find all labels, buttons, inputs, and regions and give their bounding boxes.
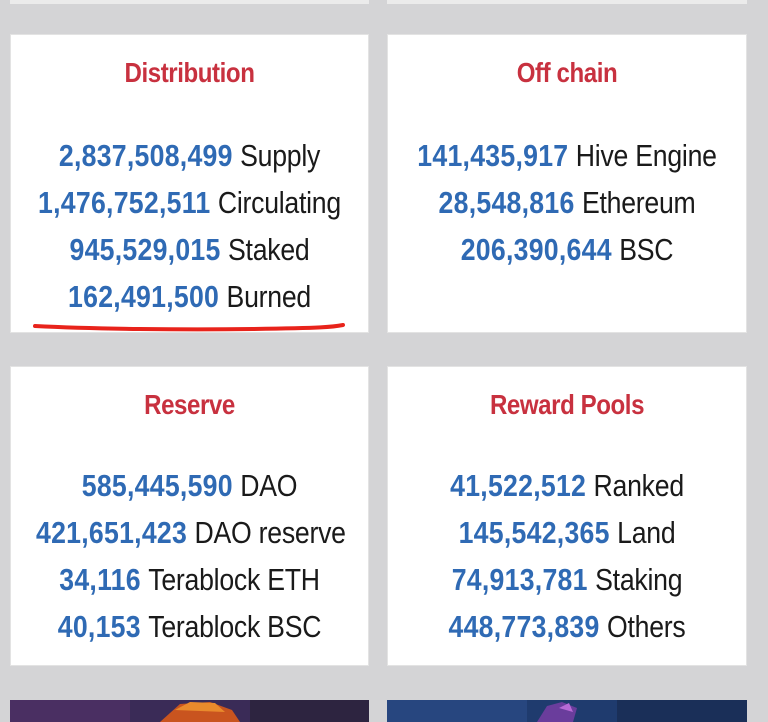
distribution-title: Distribution: [124, 57, 255, 88]
stat-value: 40,153: [57, 609, 141, 644]
stat-label: Staking: [595, 562, 683, 597]
artwork-thumbnail-right[interactable]: [387, 700, 747, 722]
stat-row-burned: 162,491,500 Burned: [36, 277, 343, 324]
stat-value: 1,476,752,511: [38, 185, 211, 220]
stat-row-hive-engine: 141,435,917 Hive Engine: [413, 136, 721, 183]
stat-value: 448,773,839: [448, 609, 600, 644]
reserve-card: Reserve 585,445,590 DAO 421,651,423 DAO …: [10, 366, 369, 666]
stat-value: 34,116: [59, 562, 141, 597]
off-chain-card: Off chain 141,435,917 Hive Engine 28,548…: [387, 34, 747, 333]
artwork-thumbnail-left[interactable]: [10, 700, 369, 722]
stat-row-others: 448,773,839 Others: [413, 607, 721, 654]
stat-row-ranked: 41,522,512 Ranked: [413, 466, 721, 513]
stat-row-terablock-eth: 34,116 Terablock ETH: [36, 560, 343, 607]
artwork-image-right: [387, 700, 747, 722]
stat-value: 206,390,644: [460, 232, 612, 267]
stat-label: Others: [607, 609, 686, 644]
stat-row-dao: 585,445,590 DAO: [36, 466, 343, 513]
stat-row-land: 145,542,365 Land: [413, 513, 721, 560]
stat-value: 945,529,015: [69, 232, 221, 267]
stat-row-bsc: 206,390,644 BSC: [413, 230, 721, 277]
stat-value: 145,542,365: [458, 515, 610, 550]
stat-label: DAO: [240, 468, 298, 503]
reward-pools-title: Reward Pools: [489, 389, 645, 420]
top-card-edge-right: [387, 0, 747, 4]
stat-label: Burned: [226, 279, 312, 314]
stat-label: DAO reserve: [194, 515, 346, 550]
off-chain-title: Off chain: [516, 57, 618, 88]
stat-value: 162,491,500: [68, 279, 220, 314]
reserve-stats: 585,445,590 DAO 421,651,423 DAO reserve …: [11, 466, 368, 654]
stat-label: Land: [617, 515, 676, 550]
distribution-card: Distribution 2,837,508,499 Supply 1,476,…: [10, 34, 369, 333]
reserve-title: Reserve: [144, 389, 235, 420]
stat-label: Terablock BSC: [148, 609, 322, 644]
stat-label: Ranked: [593, 468, 685, 503]
stat-row-dao-reserve: 421,651,423 DAO reserve: [35, 513, 346, 560]
stat-label: Ethereum: [581, 185, 696, 220]
stat-label: BSC: [619, 232, 674, 267]
stat-row-circulating: 1,476,752,511 Circulating: [36, 183, 343, 230]
stat-label: Supply: [240, 138, 321, 173]
stat-label: Staked: [228, 232, 310, 267]
stat-label: Hive Engine: [575, 138, 717, 173]
stat-value: 585,445,590: [81, 468, 233, 503]
stat-value: 421,651,423: [35, 515, 188, 550]
stat-row-terablock-bsc: 40,153 Terablock BSC: [36, 607, 343, 654]
stat-row-ethereum: 28,548,816 Ethereum: [413, 183, 721, 230]
stat-label: Circulating: [217, 185, 341, 220]
reward-pools-stats: 41,522,512 Ranked 145,542,365 Land 74,91…: [388, 466, 746, 654]
reward-pools-card: Reward Pools 41,522,512 Ranked 145,542,3…: [387, 366, 747, 666]
stat-row-supply: 2,837,508,499 Supply: [36, 136, 343, 183]
stat-value: 2,837,508,499: [58, 138, 233, 173]
stat-row-staking: 74,913,781 Staking: [413, 560, 721, 607]
stat-value: 141,435,917: [417, 138, 569, 173]
off-chain-stats: 141,435,917 Hive Engine 28,548,816 Ether…: [388, 136, 746, 277]
stat-row-staked: 945,529,015 Staked: [36, 230, 343, 277]
stat-value: 74,913,781: [451, 562, 588, 597]
stat-label: Terablock ETH: [148, 562, 320, 597]
top-card-edge-left: [10, 0, 369, 4]
artwork-image-left: [10, 700, 369, 722]
stat-value: 28,548,816: [438, 185, 575, 220]
distribution-stats: 2,837,508,499 Supply 1,476,752,511 Circu…: [11, 136, 368, 324]
burned-underline-annotation: [33, 323, 345, 332]
stat-value: 41,522,512: [450, 468, 587, 503]
